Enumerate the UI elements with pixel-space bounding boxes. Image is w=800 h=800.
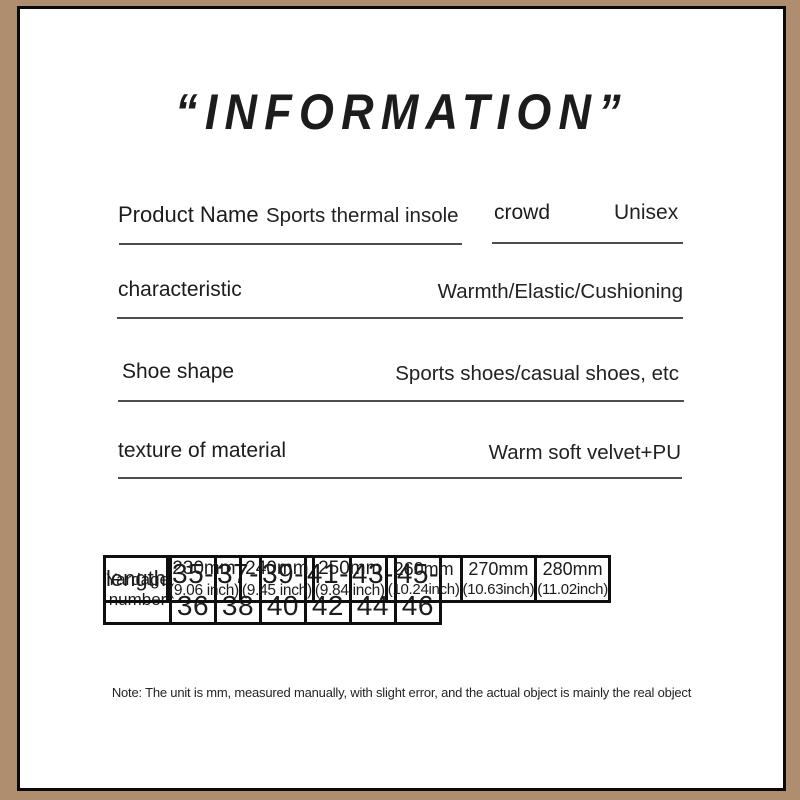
length-cell: 230mm (9.06 inch) — [165, 554, 242, 604]
underline — [118, 400, 684, 402]
underline — [118, 477, 682, 479]
length-inch: (9.84 inch) — [314, 581, 385, 599]
underline — [119, 243, 462, 245]
page-title: “INFORMATION” — [175, 84, 628, 140]
measurement-note: Note: The unit is mm, measured manually,… — [111, 685, 692, 700]
length-inch: (10.63inch) — [462, 580, 535, 598]
table-row-lengths: length 230mm (9.06 inch) 240mm (9.45 inc… — [103, 554, 611, 608]
crowd-value: Unisex — [614, 201, 679, 224]
material-label: texture of material — [118, 439, 287, 462]
length-cell: 250mm (9.84 inch) — [311, 554, 388, 604]
length-inch: (10.24inch) — [387, 580, 460, 598]
material-value: Warm soft velvet+PU — [488, 441, 681, 464]
length-header-cell: length — [103, 554, 169, 604]
length-mm: 280mm — [542, 558, 603, 579]
crowd-label: crowd — [494, 201, 551, 224]
length-inch: (9.06 inch) — [168, 581, 239, 599]
length-cell: 260mm (10.24inch) — [384, 554, 463, 604]
length-mm: 260mm — [393, 558, 454, 579]
length-cell: 280mm (11.02inch) — [534, 554, 611, 604]
characteristic-value: Warmth/Elastic/Cushioning — [437, 280, 683, 303]
length-cell: 270mm (10.63inch) — [459, 554, 538, 604]
info-panel: “INFORMATION” Product Name Sports therma… — [17, 6, 786, 791]
shoe-shape-label: Shoe shape — [122, 360, 235, 383]
length-mm: 270mm — [468, 558, 529, 579]
characteristic-label: characteristic — [118, 278, 242, 301]
length-mm: 240mm — [245, 558, 309, 579]
length-inch: (11.02inch) — [537, 580, 608, 598]
length-cell: 240mm (9.45 inch) — [238, 554, 315, 604]
length-inch: (9.45 inch) — [241, 581, 312, 599]
shoe-shape-value: Sports shoes/casual shoes, etc — [395, 362, 679, 385]
underline — [492, 242, 683, 244]
underline — [117, 317, 683, 319]
length-mm: 230mm — [172, 558, 236, 579]
length-mm: 250mm — [318, 558, 382, 579]
product-name-value: Sports thermal insole — [266, 204, 459, 227]
product-name-label: Product Name — [118, 202, 259, 227]
